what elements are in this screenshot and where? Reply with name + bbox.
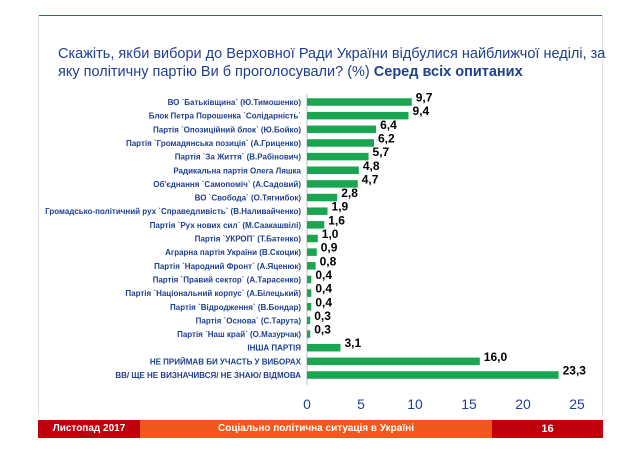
category-label: Партія `Громадянська позиція` (А.Гриценк… <box>126 139 301 148</box>
left-border <box>38 15 39 415</box>
category-label: Аграрна партія України (В.Скоцик) <box>165 248 301 257</box>
value-label: 1,9 <box>332 200 349 214</box>
value-label: 9,4 <box>413 104 430 118</box>
category-label: Партія `Національний корпус` (А.Білецьки… <box>125 289 301 298</box>
value-label: 0,3 <box>314 309 331 323</box>
category-label: Партія `Опозиційний блок` (Ю.Бойко) <box>153 125 301 134</box>
category-label: Об'єднання `Самопоміч` (А.Садовий) <box>153 180 301 189</box>
value-label: 23,3 <box>563 364 587 378</box>
chart-title: Скажіть, якби вибори до Верховної Ради У… <box>58 45 618 81</box>
x-tick-label: 0 <box>303 396 311 412</box>
category-label: Партія `Відродження` (В.Бондар) <box>170 303 301 312</box>
x-tick-label: 5 <box>357 396 365 412</box>
value-label: 0,3 <box>314 323 331 337</box>
category-label: Блок Петра Порошенка `Солідарність` <box>149 112 302 121</box>
category-label: ВО `Свобода` (О.Тягнибок) <box>195 194 302 203</box>
value-label: 0,4 <box>315 295 332 309</box>
value-label: 1,0 <box>322 227 339 241</box>
x-tick-label: 15 <box>461 396 477 412</box>
value-label: 9,7 <box>416 91 433 105</box>
category-label: Партія `Рух нових сил` (М.Саакашвілі) <box>150 221 302 230</box>
category-label: Партія `За Життя` (В.Рабінович) <box>175 153 302 162</box>
bar <box>307 180 358 188</box>
value-label: 6,2 <box>378 131 395 145</box>
x-tick-label: 25 <box>569 396 585 412</box>
bar <box>307 357 480 366</box>
category-label: Радикальна партія Олега Ляшка <box>173 166 301 175</box>
bar <box>307 234 318 243</box>
bar <box>307 303 312 311</box>
footer: Листопад 2017 Соціально політична ситуац… <box>38 420 603 438</box>
bar <box>307 330 311 338</box>
bar <box>307 193 338 202</box>
value-label: 3,1 <box>344 336 361 350</box>
footer-date: Листопад 2017 <box>38 420 140 438</box>
value-label: 0,4 <box>315 268 332 282</box>
bar <box>307 166 359 174</box>
bar <box>307 139 374 147</box>
x-tick-label: 10 <box>407 396 423 412</box>
bar <box>307 343 341 352</box>
value-label: 0,9 <box>321 241 338 255</box>
bar <box>307 316 311 325</box>
value-label: 4,7 <box>362 172 379 186</box>
category-label: Партія `УКРОП` (Т.Батенко) <box>195 235 302 244</box>
x-tick-label: 20 <box>515 396 531 412</box>
value-label: 0,8 <box>320 254 337 268</box>
footer-caption: Соціально політична ситуація в Україні <box>140 420 492 438</box>
question-text: Скажіть, якби вибори до Верховної Ради У… <box>58 46 606 80</box>
bar <box>307 289 312 297</box>
category-label: Партія `Основа` (С.Тарута) <box>196 316 302 325</box>
category-label: Партія `Народний Фронт` (А.Яценюк) <box>154 262 301 271</box>
bar <box>307 125 377 134</box>
header-rule <box>38 15 603 16</box>
subset-text: Серед всіх опитаних <box>373 64 523 80</box>
bar <box>307 221 325 229</box>
bar <box>307 262 316 270</box>
bar <box>307 111 409 120</box>
category-label: ВО `Батьківщина` (Ю.Тимошенко) <box>168 98 302 107</box>
value-label: 4,8 <box>363 159 380 173</box>
bar <box>307 98 412 106</box>
value-label: 5,7 <box>373 145 390 159</box>
bar <box>307 152 369 161</box>
footer-page-number: 16 <box>492 420 603 438</box>
bar <box>307 248 317 256</box>
category-label: НЕ ПРИЙМАВ БИ УЧАСТЬ У ВИБОРАХ <box>150 357 302 366</box>
right-border <box>602 15 603 415</box>
category-label: Громадсько-політичний рух `Справедливіст… <box>45 207 301 216</box>
category-label: Партія `Наш край` (О.Мазурчак) <box>177 330 301 339</box>
value-label: 2,8 <box>341 186 358 200</box>
value-label: 16,0 <box>484 350 508 364</box>
category-label: ВВ/ ЩЕ НЕ ВИЗНАЧИВСЯ/ НЕ ЗНАЮ/ ВІДМОВА <box>115 371 301 380</box>
value-label: 6,4 <box>380 118 397 132</box>
bar <box>307 275 312 284</box>
category-label: ІНША ПАРТІЯ <box>247 344 301 353</box>
category-label: Партія `Правий сектор` (А.Тарасенко) <box>153 275 302 284</box>
value-label: 0,4 <box>315 282 332 296</box>
bar <box>307 371 559 379</box>
bar <box>307 207 328 215</box>
value-label: 1,6 <box>328 213 345 227</box>
